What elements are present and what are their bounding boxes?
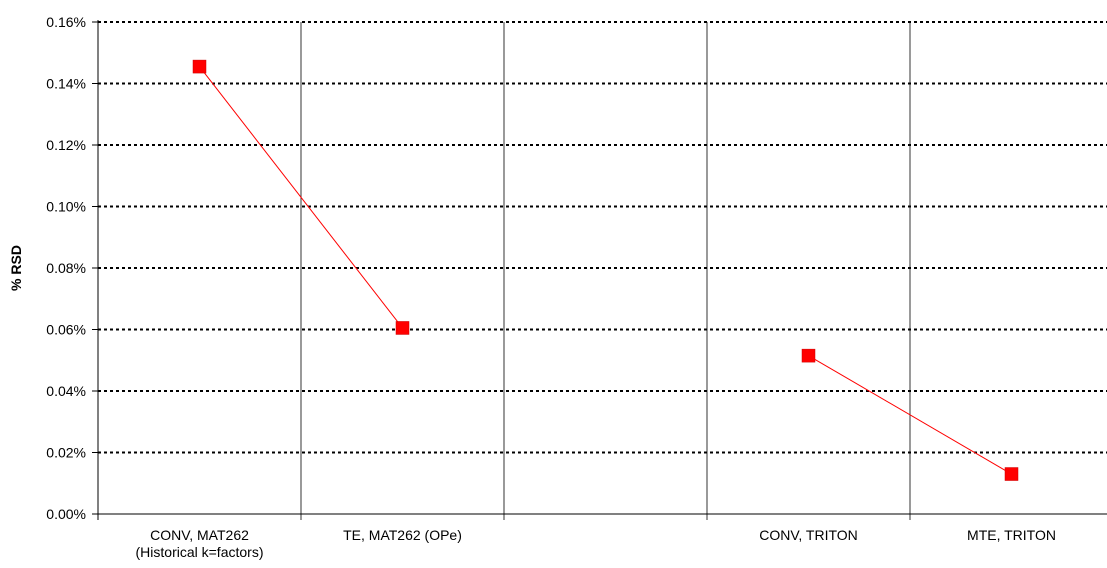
y-tick-label: 0.10% (46, 199, 86, 215)
x-category-label: CONV, MAT262 (150, 527, 249, 543)
y-axis-title: % RSD (8, 245, 24, 291)
y-tick-label: 0.00% (46, 506, 86, 522)
grid-layer (98, 21, 1107, 520)
x-category-label: MTE, TRITON (967, 527, 1056, 543)
series-line-segment (808, 355, 1012, 475)
series-layer (192, 59, 1019, 481)
x-category-label: (Historical k=factors) (136, 544, 264, 560)
series-line-segment (199, 66, 403, 329)
y-tick-label: 0.08% (46, 260, 86, 276)
y-tick-label: 0.12% (46, 137, 86, 153)
data-point (1004, 467, 1019, 481)
x-category-label: TE, MAT262 (OPe) (343, 527, 462, 543)
data-point (192, 59, 207, 74)
axis-layer: 0.00% 0.02% 0.04% 0.06% 0.08% 0.10% 0.12% 0.14%… (46, 14, 1107, 560)
y-tick-label: 0.06% (46, 322, 86, 338)
y-tick-label: 0.14% (46, 76, 86, 92)
y-tick-label: 0.16% (46, 14, 86, 30)
y-tick-label: 0.02% (46, 445, 86, 461)
data-point (395, 321, 410, 335)
data-point (801, 348, 816, 363)
x-category-label: CONV, TRITON (759, 527, 858, 543)
y-tick-label: 0.04% (46, 383, 86, 399)
